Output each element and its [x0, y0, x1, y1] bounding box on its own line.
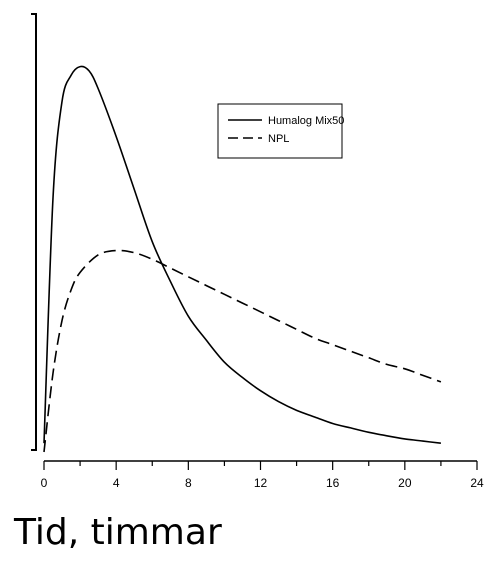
chart: 0 4 8 12 16 20 24 Humalog Mix50 NPL: [31, 13, 484, 490]
axes: 0 4 8 12 16 20 24: [31, 13, 484, 490]
legend-label: Humalog Mix50: [268, 115, 344, 127]
x-axis-label: Tid, timmar: [14, 512, 222, 553]
x-tick-label: 0: [41, 476, 48, 490]
x-tick-label: 16: [326, 476, 340, 490]
legend: Humalog Mix50 NPL: [217, 103, 344, 159]
series-line-npl: [43, 249, 442, 453]
x-tick-label: 8: [185, 476, 192, 490]
x-tick-label: 20: [398, 476, 412, 490]
series-line-humalog-mix50: [43, 65, 441, 444]
x-tick-label: 4: [113, 476, 120, 490]
legend-label: NPL: [268, 133, 289, 145]
legend-box: [217, 103, 343, 159]
x-tick-label: 24: [470, 476, 484, 490]
x-tick-label: 12: [254, 476, 268, 490]
series-layer: [43, 65, 442, 453]
